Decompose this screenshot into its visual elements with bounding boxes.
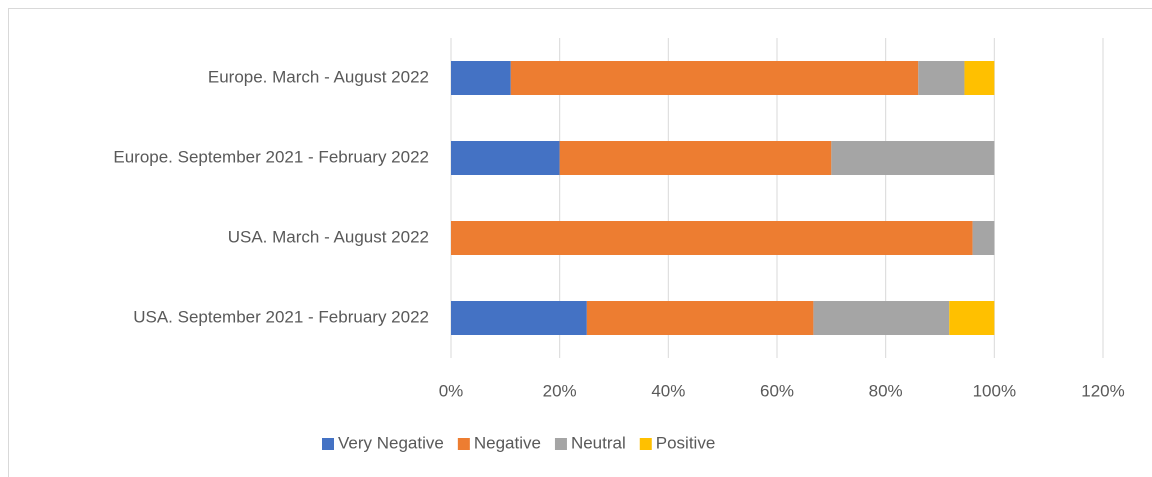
x-tick-label: 60% [760,381,794,400]
legend-label: Neutral [571,433,626,452]
x-tick-label: 20% [543,381,577,400]
legend-swatch [554,438,567,450]
bar-segment [964,61,995,95]
bar-segment [972,221,995,255]
y-tick-label: Europe. September 2021 - February 2022 [113,147,429,166]
x-tick-label: 120% [1081,381,1124,400]
y-tick-label: Europe. March - August 2022 [208,67,429,86]
x-tick-label: 0% [439,381,464,400]
y-tick-label: USA. March - August 2022 [228,227,429,246]
x-tick-label: 80% [869,381,903,400]
bar-segment [451,301,587,335]
y-tick-label: USA. September 2021 - February 2022 [133,307,429,326]
legend-label: Positive [656,433,716,452]
legend-label: Very Negative [338,433,444,452]
legend-swatch [639,438,652,450]
legend-swatch [457,438,470,450]
bar-segment [949,301,995,335]
legend-swatch [322,438,334,450]
x-tick-label: 40% [651,381,685,400]
bar-segment [831,141,995,175]
legend-label: Negative [474,433,541,452]
bar-segment [451,61,511,95]
bar-segment [586,301,814,335]
bar-segment [559,141,832,175]
bar-segment [813,301,950,335]
bar-segment [918,61,965,95]
bar-segment [451,221,973,255]
x-tick-label: 100% [973,381,1016,400]
bar-segment [451,141,560,175]
bar-segment [510,61,919,95]
